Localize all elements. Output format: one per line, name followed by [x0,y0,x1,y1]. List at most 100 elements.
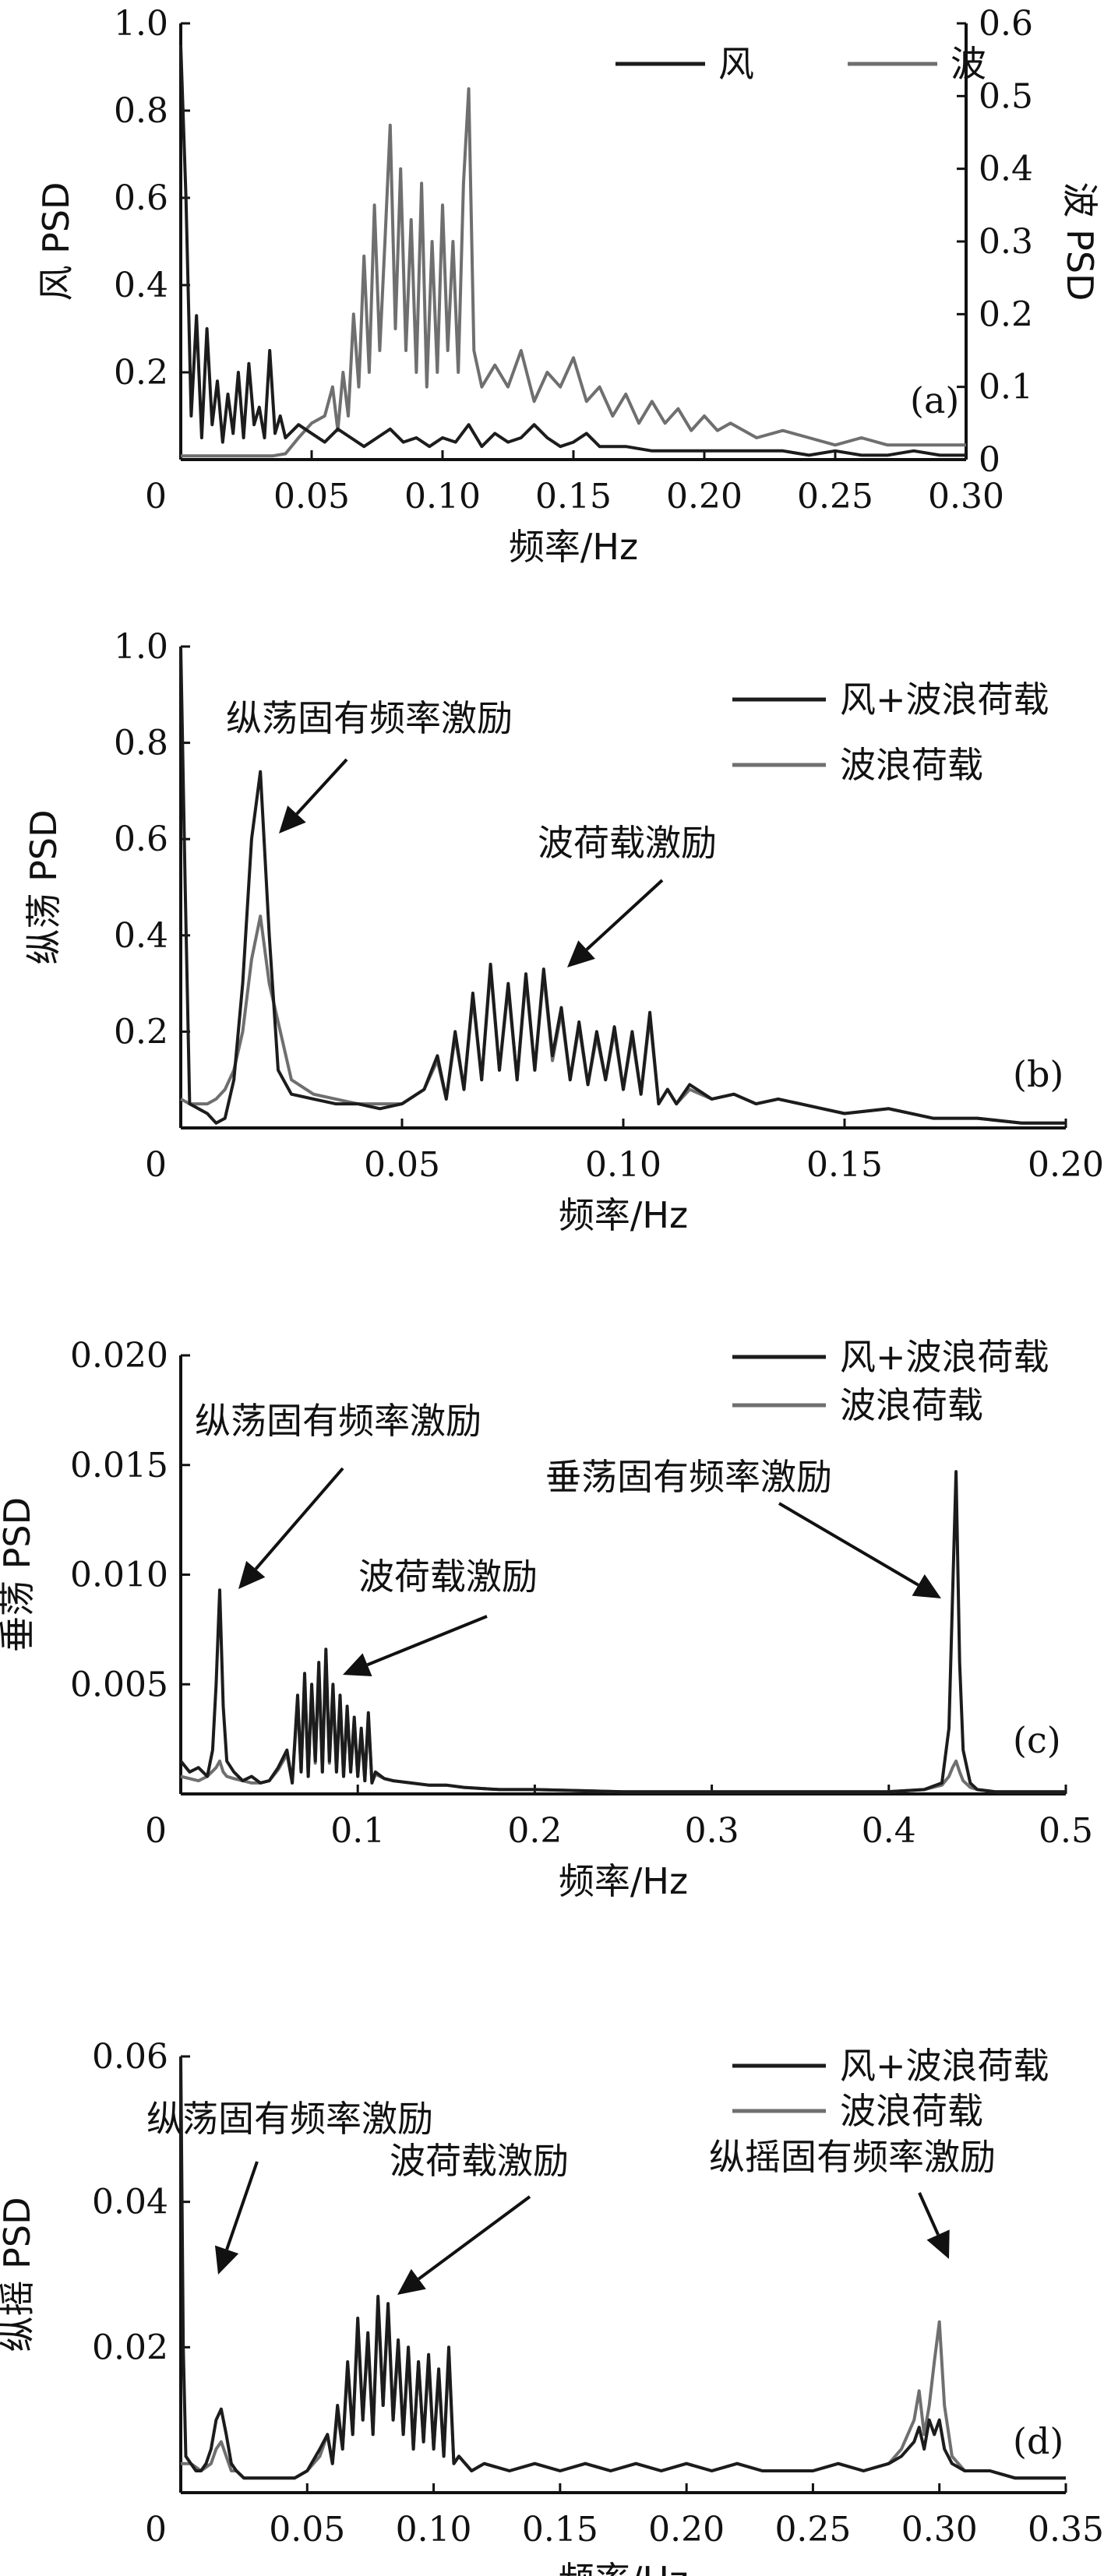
annotation-arrow-shaft [295,758,348,816]
y-axis-label: 垂荡 PSD [0,1497,38,1652]
annotation-label: 垂荡固有频率激励 [545,1456,832,1498]
x-tick-label: 0.05 [269,2510,345,2550]
x-axis-label: 频率/Hz [509,526,638,568]
x-tick-label: 0.10 [396,2510,472,2550]
y2-tick-label: 0.4 [979,150,1033,189]
y-tick-label: 1.0 [114,4,168,44]
chart-panel-a: 0 0.05 0.10 0.15 0.20 0.25 0.300.20.40.60.81.0… [35,4,1101,568]
annotation-arrow-head [343,1653,372,1677]
y-tick-label: 0.2 [114,1012,168,1052]
annotation-label: 纵荡固有频率激励 [146,2098,433,2140]
y-tick-label: 0.020 [70,1336,168,1376]
annotation-arrow-shaft [418,2195,531,2281]
annotation-arrow-head [214,2245,239,2275]
x-axis-label: 频率/Hz [559,2559,688,2576]
series-line-1 [180,914,1066,1125]
y-tick-label: 0.4 [114,266,168,305]
y2-tick-label: 0.2 [979,294,1033,334]
panel-tag: (b) [1013,1053,1063,1095]
legend-label: 波 [951,43,986,85]
annotation-label: 波荷载激励 [390,2140,569,2182]
y-tick-label: 0.06 [92,2037,168,2077]
y2-tick-label: 0.5 [979,76,1033,116]
legend-label: 风 [718,43,754,85]
x-tick-label: 0.10 [585,1145,661,1185]
annotation-arrow-shaft [778,1502,919,1587]
annotation-arrow-head [912,1573,941,1598]
y-tick-label: 0.015 [70,1446,168,1485]
annotation-arrow-head [238,1560,266,1589]
y-tick-label: 0.8 [114,724,168,763]
annotation-arrow-head [279,805,306,833]
x-tick-label: 0.10 [404,477,481,516]
annotation-arrow-shaft [254,1467,344,1570]
annotation-arrow-shaft [585,879,664,951]
y-tick-label: 0.005 [70,1665,168,1704]
chart-panel-c: 0 0.1 0.2 0.3 0.4 0.5 0.005 0.010 0.015 0.020 频率/H… [0,1336,1093,1902]
x-tick-label: 0.15 [522,2510,598,2550]
x-axis-label: 频率/Hz [559,1194,688,1236]
x-tick-label: 0 [145,1811,167,1851]
x-tick-label: 0.20 [666,477,742,516]
x-tick-label: 0.4 [862,1811,916,1851]
panel-tag: (c) [1013,1719,1061,1761]
x-tick-label: 0.20 [1028,1145,1104,1185]
y2-axis-label: 波 PSD [1059,182,1101,301]
legend-label: 波浪荷载 [840,1384,983,1426]
y-axis-label: 纵荡 PSD [23,810,65,965]
y2-tick-label: 0.6 [979,4,1033,44]
x-tick-label: 0.30 [928,477,1004,516]
annotation-arrow-head [397,2268,426,2295]
y-tick-label: 0.02 [92,2328,168,2367]
y2-tick-label: 0.3 [979,222,1033,262]
legend-label: 波浪荷载 [840,2090,983,2132]
y2-tick-label: 0 [979,440,1000,480]
panel-tag: (d) [1013,2420,1063,2462]
legend-label: 风+波浪荷载 [840,1336,1049,1378]
x-tick-label: 0.5 [1039,1811,1093,1851]
x-tick-label: 0 [145,477,167,516]
x-tick-label: 0.25 [774,2510,851,2550]
y-tick-label: 0.6 [114,178,168,218]
chart-panel-b: 0 0.05 0.10 0.15 0.20 0.2 0.4 0.6 0.8 1.0 频率/Hz 纵荡 … [23,627,1104,1236]
x-tick-label: 0.1 [330,1811,385,1851]
legend-label: 风+波浪荷载 [840,678,1049,721]
series-line-1 [181,87,966,458]
annotation-arrow-head [567,940,595,967]
y-tick-label: 0.6 [114,819,168,859]
panel-tag: (a) [910,379,959,421]
legend-label: 风+波浪荷载 [840,2045,1049,2087]
chart-panel-d: 0 0.05 0.10 0.15 0.20 0.25 0.30 0.35 0.02 0.04 0.0… [0,2037,1104,2576]
y-tick-label: 0.8 [114,91,168,131]
y-tick-label: 0.4 [114,916,168,956]
x-tick-label: 0.05 [273,477,350,516]
series-line-0 [179,646,1066,1125]
x-tick-label: 0.2 [507,1811,562,1851]
x-tick-label: 0.20 [648,2510,725,2550]
x-axis-label: 频率/Hz [559,1860,688,1902]
y-axis-label: 纵摇 PSD [0,2197,38,2352]
annotation-label: 波荷载激励 [538,822,717,864]
x-tick-label: 0.15 [535,477,612,516]
annotation-label: 波荷载激励 [358,1556,538,1598]
y-tick-label: 1.0 [114,627,168,667]
x-tick-label: 0.35 [1028,2510,1104,2550]
annotation-arrow-shaft [366,1615,488,1667]
annotation-label: 纵荡固有频率激励 [226,697,513,739]
x-tick-label: 0.05 [364,1145,440,1185]
annotation-label: 纵摇固有频率激励 [709,2136,996,2178]
y-axis-label: 风 PSD [35,182,77,301]
x-tick-label: 0 [145,2510,167,2550]
annotation-arrow-head [926,2229,950,2259]
y-tick-label: 0.2 [114,353,168,393]
series-line-0 [179,2056,1066,2480]
annotation-arrow-shaft [225,2161,259,2250]
series-line-1 [181,2302,1066,2480]
y2-tick-label: 0.1 [979,368,1033,407]
annotation-label: 纵荡固有频率激励 [195,1400,481,1442]
x-tick-label: 0.25 [797,477,873,516]
x-tick-label: 0 [145,1145,167,1185]
x-tick-label: 0.3 [685,1811,739,1851]
x-tick-label: 0.15 [806,1145,883,1185]
